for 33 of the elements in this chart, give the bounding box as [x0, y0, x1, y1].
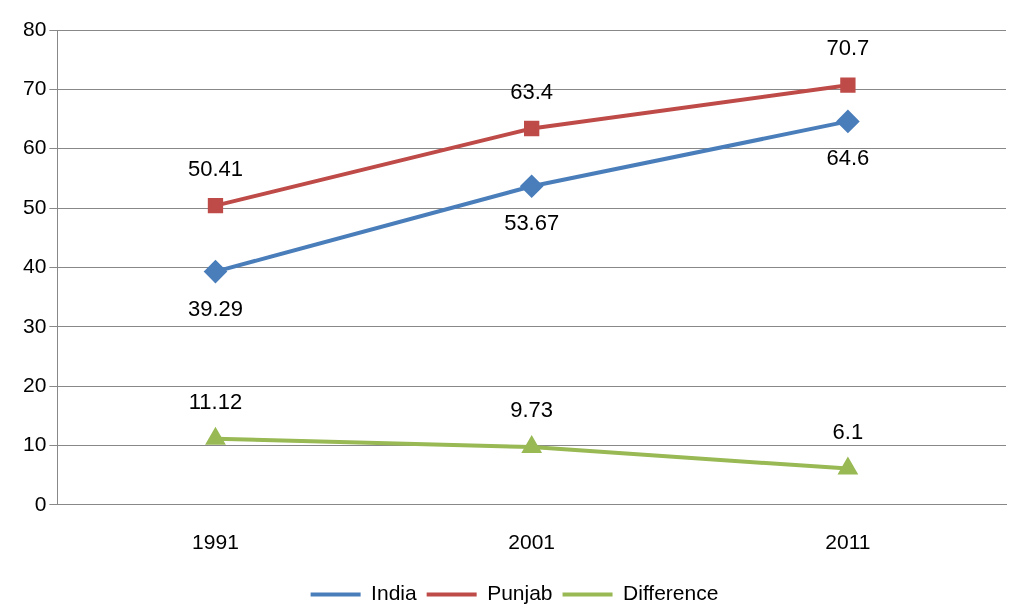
x-tick-label: 2001 [508, 530, 556, 554]
data-label: 50.41 [187, 155, 243, 181]
point [205, 426, 226, 445]
data-label: 6.1 [832, 418, 864, 444]
y-tick-label: 40 [23, 254, 47, 278]
point [204, 260, 227, 283]
point [522, 437, 541, 454]
data-label: 9.73 [510, 397, 554, 423]
x-tick-label: 2011 [825, 530, 871, 554]
data-label: 11.12 [188, 388, 243, 414]
point [836, 110, 859, 133]
y-tick-label: 0 [34, 491, 47, 515]
data-label: 70.7 [826, 35, 870, 61]
y-tick-label: 60 [23, 135, 47, 159]
y-tick-label: 30 [23, 313, 47, 337]
data-label: 63.4 [510, 78, 554, 104]
point [837, 456, 859, 475]
y-tick-label: 80 [23, 16, 47, 40]
data-label: 64.6 [826, 145, 870, 171]
point [207, 197, 224, 214]
point [520, 175, 543, 198]
data-label: 53.67 [504, 210, 560, 236]
x-tick-label: 1991 [192, 530, 239, 554]
point [524, 120, 540, 137]
y-tick-label: 50 [23, 194, 47, 218]
y-tick-label: 70 [23, 76, 47, 100]
legend-label: Punjab [487, 581, 553, 605]
point [840, 77, 856, 93]
y-tick-label: 10 [23, 432, 47, 456]
data-label: 39.29 [187, 295, 243, 321]
y-tick-label: 20 [23, 372, 47, 396]
legend-label: Difference [623, 581, 719, 605]
legend-label: India [371, 581, 417, 605]
